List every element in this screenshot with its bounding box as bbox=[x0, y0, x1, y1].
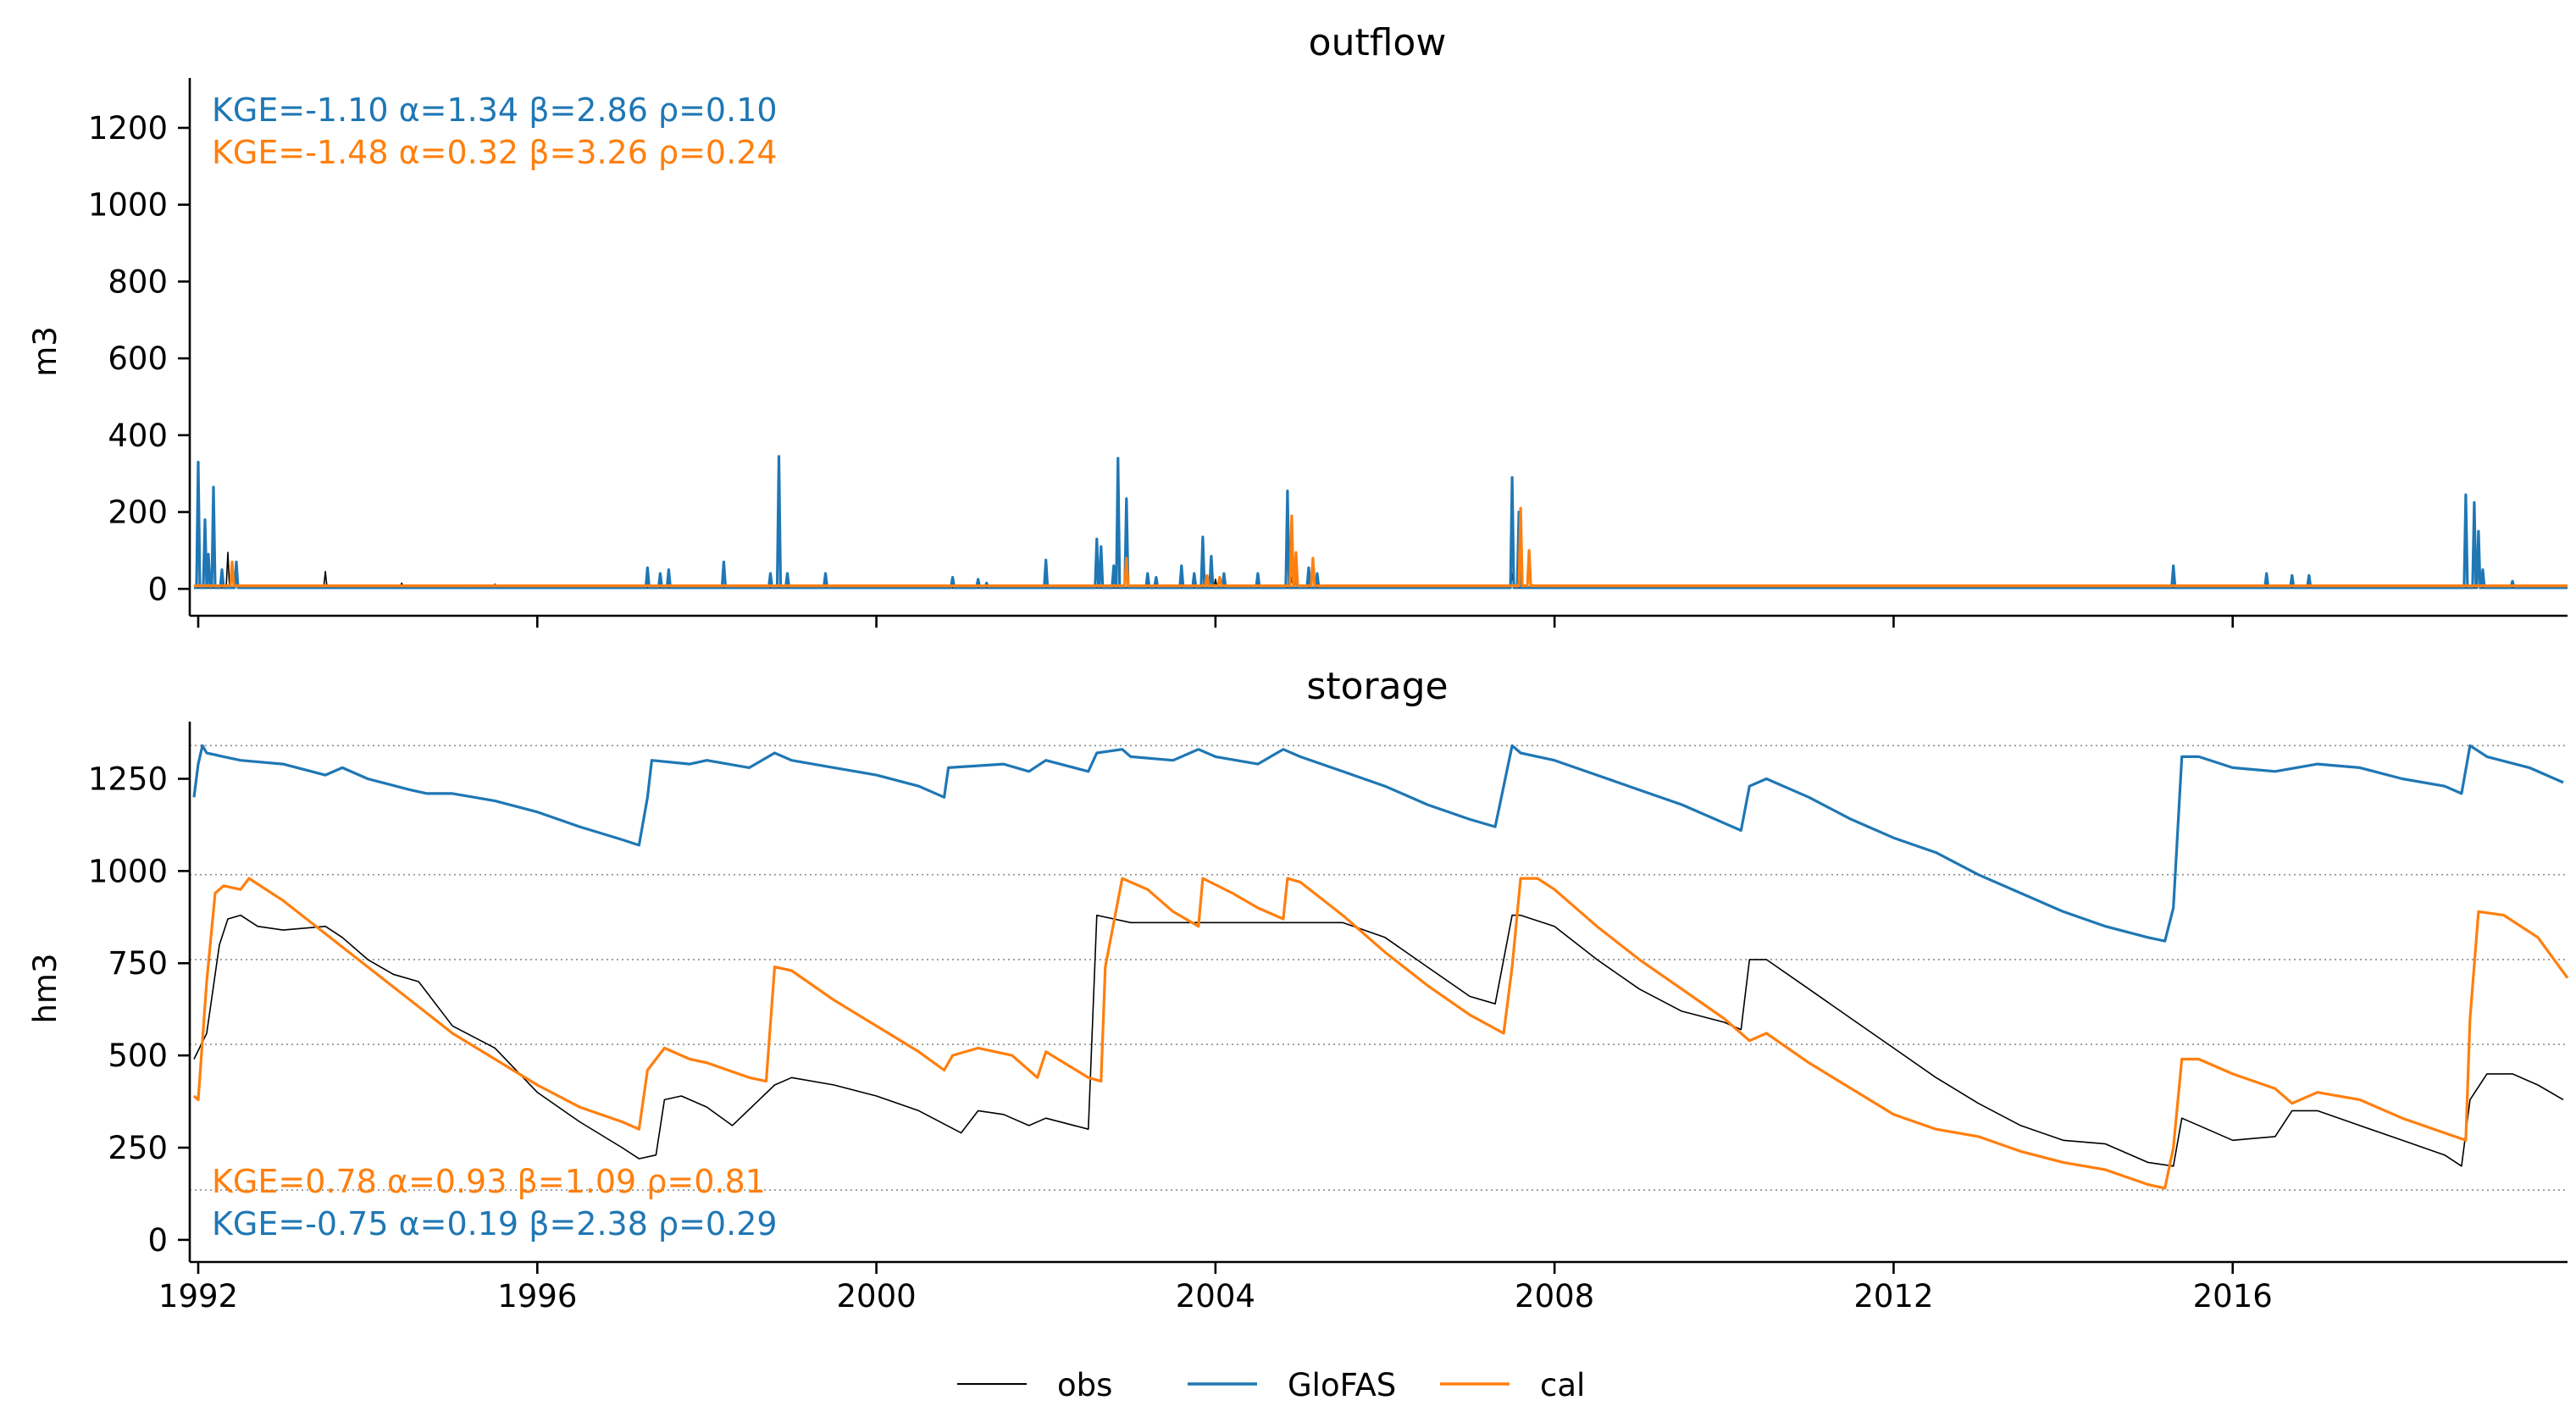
outflow-ylabel: m3 bbox=[27, 326, 64, 377]
storage-xtick-label-1: 1996 bbox=[497, 1278, 577, 1315]
outflow-ytick-label-4: 800 bbox=[108, 263, 168, 300]
outflow-kge-cal: KGE=-1.48 α=0.32 β=3.26 ρ=0.24 bbox=[212, 134, 778, 171]
outflow-series-glofas bbox=[194, 455, 2568, 589]
outflow-y-ticks: 0 200 400 600 800 1000 1200 bbox=[88, 110, 190, 607]
outflow-title: outflow bbox=[1309, 21, 1447, 64]
outflow-ytick-label-5: 1000 bbox=[88, 187, 168, 224]
storage-reference-lines bbox=[190, 744, 2568, 1191]
outflow-series-obs bbox=[194, 551, 2568, 589]
outflow-ytick-label-3: 600 bbox=[108, 340, 168, 377]
storage-series bbox=[192, 744, 2569, 1190]
storage-kge-glofas: KGE=-0.75 α=0.19 β=2.38 ρ=0.29 bbox=[212, 1205, 778, 1243]
storage-xtick-label-6: 2016 bbox=[2193, 1278, 2273, 1315]
outflow-ytick-label-6: 1200 bbox=[88, 110, 168, 147]
storage-y-ticks: 0 250 500 750 1000 1250 bbox=[88, 761, 190, 1259]
outflow-x-ticks bbox=[197, 616, 2235, 628]
storage-ytick-label-0: 0 bbox=[147, 1222, 168, 1259]
legend: obs GloFAS cal bbox=[957, 1367, 1585, 1403]
storage-ytick-label-3: 750 bbox=[108, 945, 168, 982]
storage-title: storage bbox=[1306, 665, 1448, 708]
outflow-ytick-label-0: 0 bbox=[147, 571, 168, 607]
panel-outflow: outflow m3 0 200 400 600 800 1000 1200 KGE=-1.… bbox=[27, 21, 2568, 628]
outflow-ytick-label-1: 200 bbox=[108, 495, 168, 531]
storage-xtick-label-4: 2008 bbox=[1515, 1278, 1594, 1315]
outflow-series-cal bbox=[194, 506, 2568, 588]
storage-xtick-label-0: 1992 bbox=[158, 1278, 238, 1315]
storage-series-glofas bbox=[192, 744, 2564, 943]
outflow-kge-glofas: KGE=-1.10 α=1.34 β=2.86 ρ=0.10 bbox=[212, 91, 778, 129]
storage-series-obs bbox=[193, 914, 2564, 1167]
storage-xtick-label-5: 2012 bbox=[1853, 1278, 1933, 1315]
storage-xtick-label-3: 2004 bbox=[1176, 1278, 1255, 1315]
storage-ytick-label-2: 500 bbox=[108, 1038, 168, 1074]
legend-label-obs: obs bbox=[1057, 1367, 1112, 1403]
panel-storage: storage hm3 0 250 500 750 1000 1250 1992 1996 2… bbox=[27, 665, 2569, 1315]
storage-ytick-label-1: 250 bbox=[108, 1130, 168, 1166]
outflow-series bbox=[194, 455, 2568, 589]
legend-label-glofas: GloFAS bbox=[1288, 1367, 1396, 1403]
storage-ytick-label-4: 1000 bbox=[88, 853, 168, 889]
legend-label-cal: cal bbox=[1540, 1367, 1585, 1403]
storage-xtick-label-2: 2000 bbox=[836, 1278, 916, 1315]
storage-kge-cal: KGE=0.78 α=0.93 β=1.09 ρ=0.81 bbox=[212, 1163, 766, 1200]
outflow-ytick-label-2: 400 bbox=[108, 418, 168, 454]
storage-x-ticks: 1992 1996 2000 2004 2008 2012 2016 bbox=[158, 1262, 2273, 1315]
storage-ylabel: hm3 bbox=[27, 953, 64, 1023]
storage-ytick-label-5: 1250 bbox=[88, 761, 168, 798]
storage-series-cal bbox=[192, 877, 2569, 1190]
